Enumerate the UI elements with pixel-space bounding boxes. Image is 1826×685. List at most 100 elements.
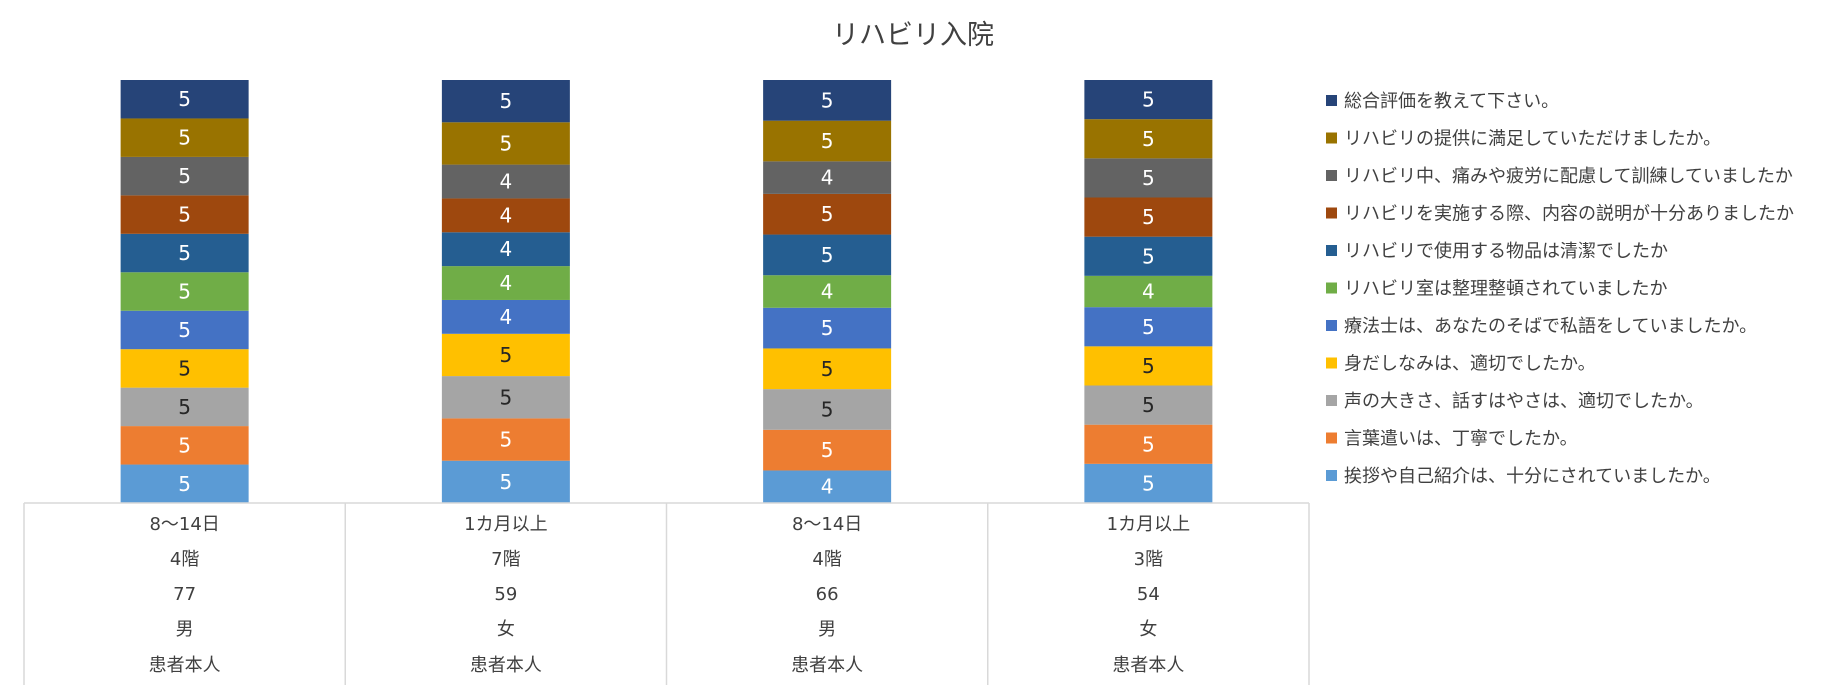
- category-label: 患者本人: [1112, 655, 1184, 676]
- legend-swatch: [1326, 207, 1337, 219]
- data-label: 5: [1142, 166, 1155, 190]
- bar-segment: [1084, 463, 1213, 503]
- category-label: 54: [1137, 584, 1160, 605]
- category-label: 8～14日: [792, 514, 862, 535]
- legend-swatch: [1326, 357, 1337, 369]
- bar-segment: [441, 122, 570, 165]
- category-label: 患者本人: [149, 655, 221, 676]
- bar-segment: [1084, 119, 1213, 159]
- data-label: 5: [1142, 471, 1155, 495]
- data-label: 5: [1142, 205, 1155, 229]
- bar-segment: [763, 120, 892, 162]
- data-label: 5: [178, 356, 191, 380]
- bar-segment: [120, 310, 249, 350]
- bar-segment: [1084, 158, 1213, 198]
- data-label: 5: [500, 131, 513, 155]
- bar-segment: [763, 429, 892, 471]
- bar-segment: [120, 426, 249, 465]
- data-label: 5: [821, 316, 834, 340]
- bar-segment: [763, 470, 892, 503]
- category-label: 59: [494, 584, 517, 605]
- category-label: 8～14日: [149, 514, 219, 535]
- legend-entry: リハビリの提供に満足していただけましたか。: [1344, 129, 1721, 150]
- legend-swatch: [1326, 245, 1337, 256]
- data-label: 4: [500, 237, 513, 261]
- data-label: 5: [178, 280, 191, 304]
- data-label: 5: [178, 395, 191, 419]
- legend-entry: リハビリで使用する物品は清潔でしたか: [1344, 241, 1668, 262]
- data-label: 5: [1142, 432, 1155, 456]
- bar-segment: [1084, 385, 1213, 425]
- data-label: 5: [1142, 393, 1155, 417]
- bar-segment: [441, 460, 570, 503]
- data-label: 5: [178, 433, 191, 457]
- bar-segment: [763, 348, 892, 390]
- data-label: 4: [821, 475, 834, 499]
- bar-segment: [763, 80, 892, 121]
- bar-segment: [120, 195, 249, 234]
- bar-segment: [1084, 80, 1213, 120]
- bar-segment: [1084, 346, 1213, 386]
- bar-segment: [120, 80, 249, 119]
- data-label: 5: [821, 202, 834, 226]
- data-label: 5: [1142, 88, 1155, 112]
- data-label: 5: [178, 87, 191, 111]
- data-label: 5: [1142, 244, 1155, 268]
- category-label: 66: [816, 584, 839, 605]
- bar-segment: [120, 156, 249, 196]
- data-label: 5: [821, 243, 834, 267]
- bar-segment: [763, 161, 892, 194]
- legend-swatch: [1326, 132, 1337, 144]
- legend-swatch: [1326, 282, 1337, 294]
- legend-entry: リハビリ室は整理整頓されていましたか: [1344, 279, 1667, 300]
- bar-segment: [1084, 236, 1213, 276]
- category-label: 男: [176, 619, 194, 640]
- legend-entry: 言葉遣いは、丁寧でしたか。: [1344, 429, 1578, 450]
- legend-swatch: [1326, 432, 1337, 444]
- bar-segment: [441, 333, 570, 377]
- data-label: 5: [821, 129, 834, 153]
- bar-segment: [1084, 307, 1213, 347]
- legend-entry: 療法士は、あなたのそばで私語をしていましたか。: [1344, 316, 1757, 337]
- legend-entry: 身だしなみは、適切でしたか。: [1344, 354, 1596, 375]
- bar-segment: [120, 464, 249, 503]
- data-label: 5: [178, 472, 191, 496]
- legend-entry: 挨拶や自己紹介は、十分にされていましたか。: [1344, 466, 1721, 487]
- data-label: 4: [500, 170, 513, 194]
- data-label: 5: [821, 397, 834, 421]
- bar-segment: [120, 272, 249, 311]
- bars-group: 5 5 5 5 5 5 5 5 5 5 5 5 5 5 5 4 4 4 4 4 5 5 4 5 5 5 5 4 5 5 4 5 5 5 5 5 5 5 4 5…: [120, 80, 1213, 503]
- data-label: 4: [500, 271, 513, 295]
- data-label: 5: [821, 438, 834, 462]
- data-label: 4: [821, 280, 834, 304]
- data-label: 5: [178, 241, 191, 265]
- data-label: 4: [821, 166, 834, 190]
- bar-segment: [120, 233, 249, 273]
- data-label: 4: [500, 203, 513, 227]
- bar-segment: [441, 80, 570, 123]
- data-label: 5: [178, 164, 191, 188]
- bar-segment: [1084, 197, 1213, 237]
- bar-segment: [763, 275, 892, 308]
- bar-segment: [441, 198, 570, 233]
- category-label: 男: [818, 619, 836, 640]
- data-label: 5: [500, 385, 513, 409]
- bar-segment: [763, 389, 892, 430]
- data-label: 5: [821, 357, 834, 381]
- category-label: 1カ月以上: [1107, 514, 1190, 535]
- data-label: 5: [1142, 127, 1155, 151]
- legend-entry: 総合評価を教えて下さい。: [1344, 91, 1559, 112]
- legend: 総合評価を教えて下さい。リハビリの提供に満足していただけましたか。リハビリ中、痛…: [1326, 91, 1794, 487]
- legend-swatch: [1326, 320, 1337, 331]
- legend-entry: リハビリ中、痛みや疲労に配慮して訓練していましたか: [1344, 166, 1793, 187]
- category-label: 女: [497, 619, 515, 640]
- legend-swatch: [1326, 470, 1337, 481]
- data-label: 5: [500, 470, 513, 494]
- data-label: 5: [178, 203, 191, 227]
- bar-segment: [763, 234, 892, 276]
- chart-title: リハビリ入院: [832, 20, 994, 51]
- bar-segment: [441, 299, 570, 334]
- legend-entry: リハビリを実施する際、内容の説明が十分ありましたか: [1344, 204, 1794, 225]
